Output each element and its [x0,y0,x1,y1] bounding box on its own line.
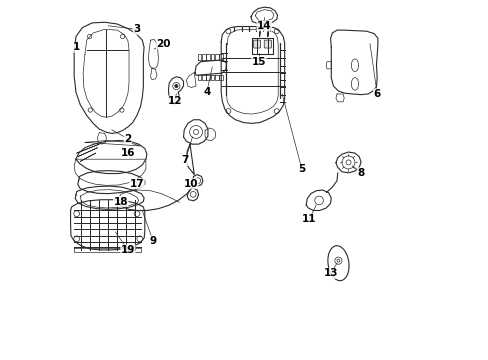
Text: 7: 7 [181,155,189,165]
Text: 19: 19 [121,245,135,255]
Text: 14: 14 [256,21,271,31]
Text: 1: 1 [72,42,80,52]
Text: 11: 11 [301,215,316,224]
Text: 5: 5 [298,164,305,174]
Text: 15: 15 [251,57,265,67]
FancyBboxPatch shape [264,40,271,48]
Text: 10: 10 [183,179,198,189]
Text: 6: 6 [373,89,380,99]
Text: 9: 9 [149,236,156,246]
Text: 12: 12 [167,96,182,106]
Text: 3: 3 [133,24,140,35]
Text: 16: 16 [121,148,135,158]
Text: 17: 17 [129,179,144,189]
Text: 18: 18 [113,197,128,207]
Circle shape [175,85,178,87]
FancyBboxPatch shape [253,40,260,48]
Text: 2: 2 [124,134,131,144]
Text: 13: 13 [323,268,337,278]
Text: 8: 8 [357,168,364,178]
Text: 20: 20 [156,39,171,49]
Text: 4: 4 [203,87,210,97]
